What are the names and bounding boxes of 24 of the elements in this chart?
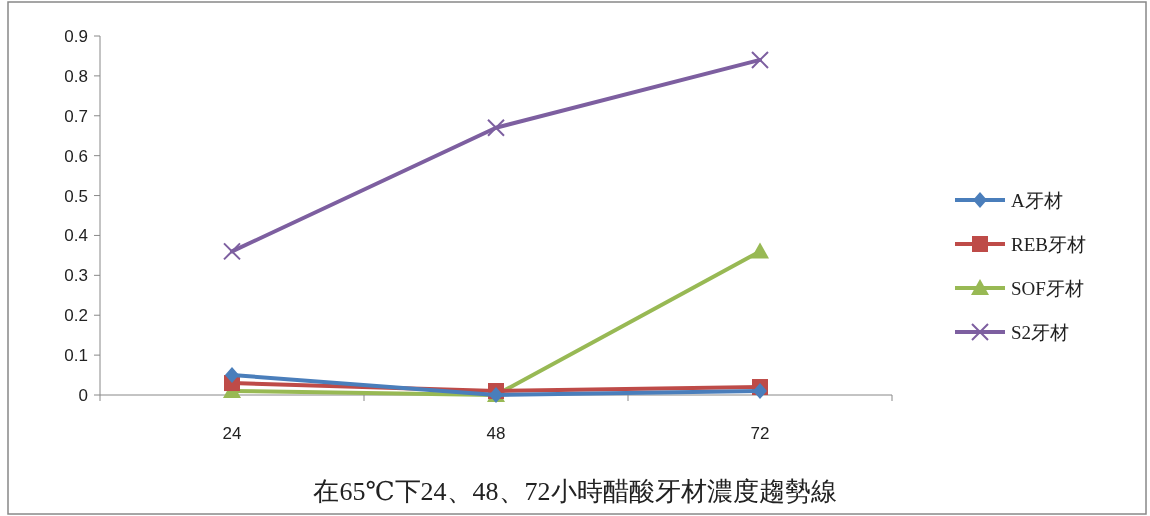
legend-label: REB牙材 xyxy=(1011,234,1086,255)
y-tick-label: 0.2 xyxy=(64,306,88,326)
y-tick-label: 0.6 xyxy=(64,146,88,166)
point xyxy=(753,383,767,400)
point xyxy=(751,242,769,259)
x-tick-label: 72 xyxy=(750,424,770,443)
x-tick-label: 24 xyxy=(222,424,242,443)
y-tick-label: 0 xyxy=(78,386,88,405)
y-tick-label: 0.5 xyxy=(64,186,88,206)
legend-label: S2牙材 xyxy=(1011,322,1070,343)
legend-label: SOF牙材 xyxy=(1011,278,1084,299)
y-tick-label: 0.9 xyxy=(64,27,88,46)
y-tick-label: 0.7 xyxy=(64,106,88,126)
y-tick-label: 0.8 xyxy=(64,66,88,86)
point xyxy=(225,367,239,384)
y-tick-label: 0.1 xyxy=(64,346,88,366)
x-tick-label: 48 xyxy=(486,424,506,443)
point xyxy=(751,50,769,69)
legend-label: A牙材 xyxy=(1011,190,1063,211)
point xyxy=(223,242,241,261)
text: 在65℃下24、48、72小時醋酸牙材濃度趨勢線 xyxy=(313,477,837,506)
y-tick-label: 0.4 xyxy=(64,226,88,246)
y-tick-label: 0.3 xyxy=(64,266,88,286)
point xyxy=(487,118,505,137)
